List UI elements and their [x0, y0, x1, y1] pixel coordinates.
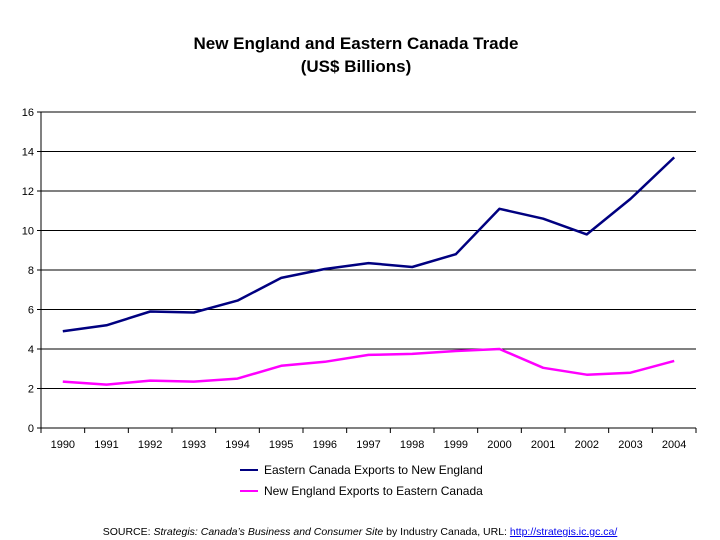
y-tick-label: 10 — [22, 226, 34, 238]
x-tick-label: 1995 — [269, 439, 293, 451]
chart-legend: Eastern Canada Exports to New England Ne… — [240, 459, 483, 501]
source-middle: by Industry Canada, URL: — [383, 526, 510, 538]
series-line-1 — [62, 347, 675, 386]
y-tick-label: 4 — [28, 344, 34, 356]
legend-item-series-0: Eastern Canada Exports to New England — [240, 459, 483, 480]
source-prefix: SOURCE: — [102, 526, 154, 538]
x-tick-label: 1991 — [94, 439, 118, 451]
x-tick-label: 1992 — [138, 439, 162, 451]
y-tick-label: 16 — [22, 107, 34, 119]
legend-swatch-series-1 — [240, 489, 258, 492]
x-tick-label: 1998 — [400, 439, 424, 451]
x-tick-label: 2001 — [531, 439, 555, 451]
x-tick-label: 1990 — [51, 439, 75, 451]
y-tick-label: 0 — [28, 423, 34, 435]
x-tick-label: 2000 — [487, 439, 511, 451]
source-link[interactable]: http://strategis.ic.gc.ca/ — [509, 526, 618, 538]
source-note: SOURCE: Strategis: Canada’s Business and… — [0, 526, 720, 538]
x-tick-label: 1999 — [444, 439, 468, 451]
y-tick-label: 6 — [28, 305, 34, 317]
legend-swatch-series-0 — [240, 468, 258, 471]
source-site-name: Strategis: Canada’s Business and Consume… — [153, 526, 384, 538]
x-tick-label: 1994 — [225, 439, 249, 451]
chart-subtitle: (US$ Billions) — [300, 57, 412, 76]
x-tick-label: 2003 — [618, 439, 642, 451]
y-tick-label: 8 — [28, 265, 34, 277]
legend-item-series-1: New England Exports to Eastern Canada — [240, 480, 483, 501]
y-tick-label: 14 — [22, 147, 34, 159]
legend-label-series-1: New England Exports to Eastern Canada — [264, 483, 483, 498]
chart-title-block: New England and Eastern Canada Trade (US… — [0, 32, 712, 78]
x-tick-label: 1996 — [313, 439, 337, 451]
x-tick-label: 2002 — [575, 439, 599, 451]
y-tick-label: 12 — [22, 186, 34, 198]
legend-label-series-0: Eastern Canada Exports to New England — [264, 462, 483, 477]
x-tick-label: 2004 — [662, 439, 686, 451]
x-tick-label: 1993 — [182, 439, 206, 451]
series-line-0 — [62, 156, 676, 333]
y-tick-label: 2 — [28, 384, 34, 396]
chart-title: New England and Eastern Canada Trade — [193, 34, 519, 53]
x-tick-label: 1997 — [356, 439, 380, 451]
